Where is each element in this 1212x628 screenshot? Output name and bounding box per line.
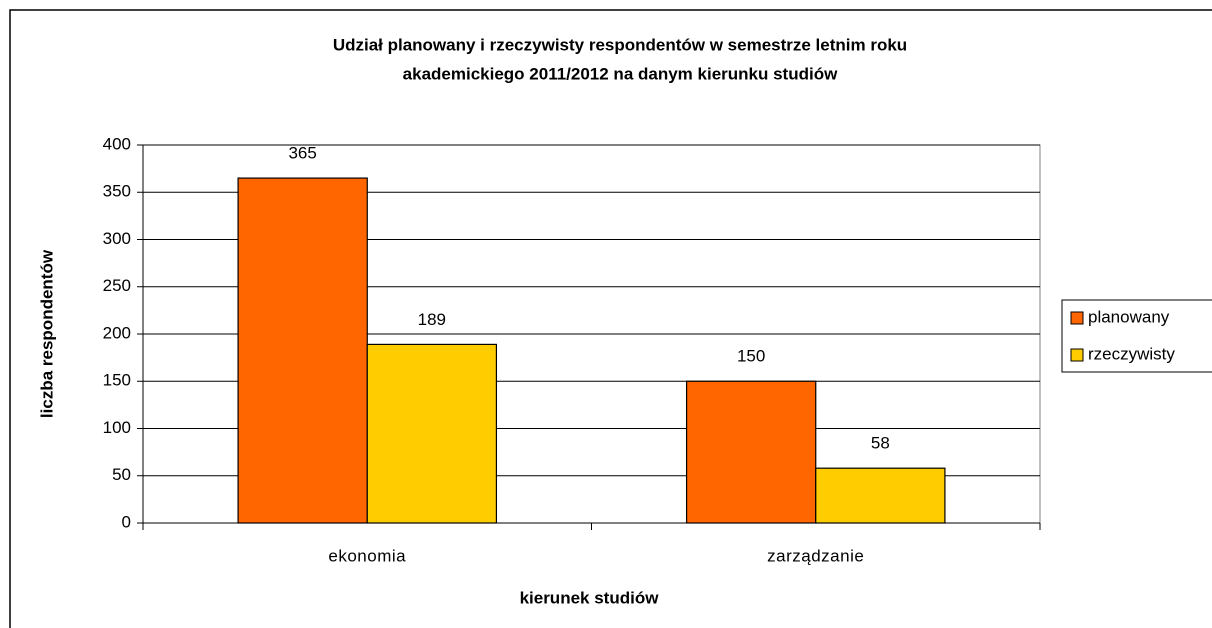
bar bbox=[237, 177, 368, 524]
y-tick-label: 150 bbox=[103, 371, 131, 390]
y-tick-label: 50 bbox=[112, 465, 131, 484]
y-axis-label: liczba respondentów bbox=[37, 249, 56, 418]
y-tick-label: 350 bbox=[103, 182, 131, 201]
value-label: 189 bbox=[418, 310, 446, 329]
chart-title: akademickiego 2011/2012 na danym kierunk… bbox=[403, 64, 838, 83]
y-tick-label: 400 bbox=[103, 134, 131, 153]
value-label: 150 bbox=[737, 347, 765, 366]
bar bbox=[815, 467, 946, 524]
y-tick-label: 100 bbox=[103, 418, 131, 437]
value-label: 365 bbox=[288, 144, 316, 163]
x-axis-label: kierunek studiów bbox=[520, 588, 660, 607]
legend-box bbox=[1061, 299, 1212, 373]
bar bbox=[685, 380, 817, 524]
y-tick-label: 250 bbox=[103, 276, 131, 295]
legend-swatch bbox=[1070, 311, 1084, 325]
y-tick-label: 300 bbox=[103, 229, 131, 248]
legend-swatch bbox=[1070, 348, 1084, 362]
y-tick-label: 0 bbox=[122, 512, 131, 531]
legend-label: planowany bbox=[1088, 307, 1170, 326]
bar bbox=[366, 343, 498, 524]
chart-title: Udział planowany i rzeczywisty responden… bbox=[333, 35, 907, 54]
x-tick-label: ekonomia bbox=[328, 546, 406, 565]
y-tick-label: 200 bbox=[103, 323, 131, 342]
legend-label: rzeczywisty bbox=[1088, 344, 1175, 363]
value-label: 58 bbox=[871, 434, 890, 453]
x-tick-label: zarządzanie bbox=[767, 546, 864, 565]
